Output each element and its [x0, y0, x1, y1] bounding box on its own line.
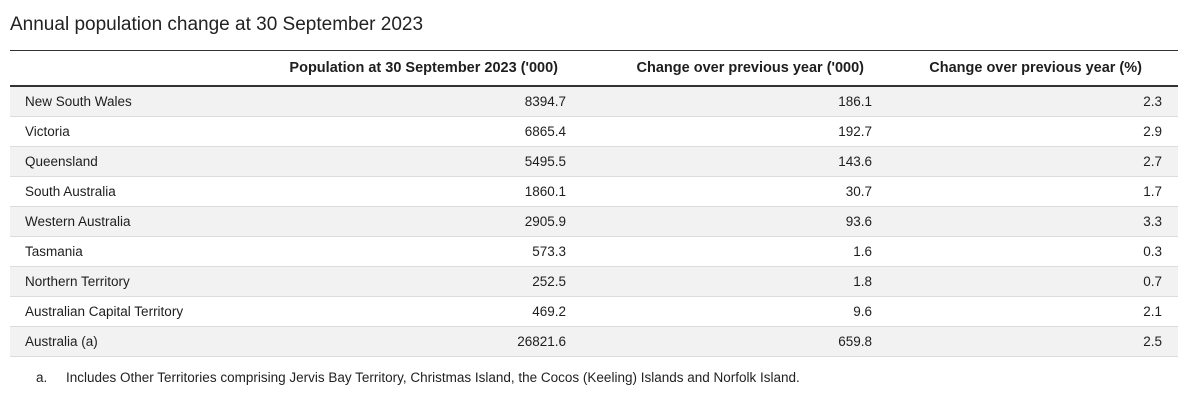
cell-change-thousands: 1.6	[582, 236, 888, 267]
table-row: Victoria 6865.4 192.7 2.9	[10, 116, 1178, 147]
table-header: Population at 30 September 2023 ('000) C…	[10, 50, 1178, 87]
cell-change-percent: 2.3	[888, 86, 1178, 117]
footnote-text: Includes Other Territories comprising Je…	[66, 370, 800, 385]
cell-region: Tasmania	[10, 236, 230, 267]
cell-region: Western Australia	[10, 206, 230, 237]
cell-population: 6865.4	[230, 116, 582, 147]
footnote: a. Includes Other Territories comprising …	[36, 370, 800, 385]
header-row-label	[10, 50, 230, 87]
table-title: Annual population change at 30 September…	[10, 14, 424, 35]
cell-change-thousands: 93.6	[582, 206, 888, 237]
cell-change-percent: 2.5	[888, 326, 1178, 357]
header-row: Population at 30 September 2023 ('000) C…	[10, 50, 1178, 87]
cell-region: Victoria	[10, 116, 230, 147]
cell-region: Australia (a)	[10, 326, 230, 357]
header-population: Population at 30 September 2023 ('000)	[230, 50, 582, 87]
population-table: Population at 30 September 2023 ('000) C…	[10, 50, 1178, 357]
footnote-marker: a.	[36, 370, 48, 385]
cell-population: 5495.5	[230, 146, 582, 177]
table-row: Western Australia 2905.9 93.6 3.3	[10, 206, 1178, 237]
cell-population: 252.5	[230, 266, 582, 297]
table-row: Tasmania 573.3 1.6 0.3	[10, 236, 1178, 267]
cell-population: 26821.6	[230, 326, 582, 357]
cell-change-percent: 2.7	[888, 146, 1178, 177]
cell-population: 573.3	[230, 236, 582, 267]
table-row: South Australia 1860.1 30.7 1.7	[10, 176, 1178, 207]
table-row: Northern Territory 252.5 1.8 0.7	[10, 266, 1178, 297]
cell-change-thousands: 1.8	[582, 266, 888, 297]
header-change-percent: Change over previous year (%)	[888, 50, 1178, 87]
cell-change-percent: 1.7	[888, 176, 1178, 207]
cell-region: Queensland	[10, 146, 230, 177]
cell-change-thousands: 30.7	[582, 176, 888, 207]
cell-region: Northern Territory	[10, 266, 230, 297]
cell-change-percent: 3.3	[888, 206, 1178, 237]
table-row: New South Wales 8394.7 186.1 2.3	[10, 86, 1178, 117]
cell-population: 8394.7	[230, 86, 582, 117]
cell-change-thousands: 9.6	[582, 296, 888, 327]
table-row: Australia (a) 26821.6 659.8 2.5	[10, 326, 1178, 357]
cell-region: New South Wales	[10, 86, 230, 117]
table-body: New South Wales 8394.7 186.1 2.3 Victoria 686…	[10, 86, 1178, 357]
cell-change-thousands: 192.7	[582, 116, 888, 147]
cell-change-thousands: 186.1	[582, 86, 888, 117]
cell-population: 2905.9	[230, 206, 582, 237]
cell-change-percent: 0.7	[888, 266, 1178, 297]
cell-population: 469.2	[230, 296, 582, 327]
cell-change-percent: 2.9	[888, 116, 1178, 147]
cell-region: Australian Capital Territory	[10, 296, 230, 327]
header-change-thousands: Change over previous year ('000)	[582, 50, 888, 87]
table-row: Queensland 5495.5 143.6 2.7	[10, 146, 1178, 177]
cell-change-percent: 2.1	[888, 296, 1178, 327]
cell-change-thousands: 659.8	[582, 326, 888, 357]
cell-change-thousands: 143.6	[582, 146, 888, 177]
cell-change-percent: 0.3	[888, 236, 1178, 267]
table-row: Australian Capital Territory 469.2 9.6 2.1	[10, 296, 1178, 327]
cell-region: South Australia	[10, 176, 230, 207]
cell-population: 1860.1	[230, 176, 582, 207]
